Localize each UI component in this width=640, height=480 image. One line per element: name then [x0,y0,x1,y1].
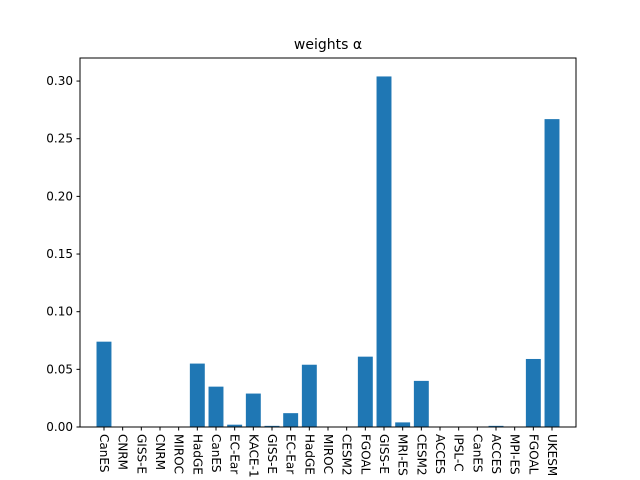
bar-9 [264,425,280,427]
bar-10 [283,413,299,427]
x-tick-label: UKESM [545,434,559,476]
chart-title: weights α [294,37,362,53]
x-axis: CanES CNRM GISS-E CNRM MIROC HadGE CanES EC-Ear… [97,427,559,478]
x-tick-label: ACCES [489,434,503,474]
x-tick-label: HadGE [302,434,316,475]
x-tick-label: GISS-E [265,434,279,474]
bar-16 [395,422,411,427]
y-tick-label: 0.10 [46,305,73,319]
x-tick-label: CanES [209,434,223,473]
x-tick-label: CNRM [153,434,167,470]
x-tick-label: FGOAL [526,434,540,475]
x-tick-label: GISS-E [134,434,148,474]
bar-6 [208,386,224,427]
bar-5 [189,363,205,427]
bar-7 [227,424,243,427]
x-tick-label: CanES [470,434,484,473]
x-tick-label: HadGE [190,434,204,475]
x-tick-label: MIROC [321,434,335,474]
bar-8 [245,393,261,427]
bar-15 [376,76,392,427]
x-tick-label: ACCES [433,434,447,474]
x-tick-label: FGOAL [358,434,372,475]
x-tick-label: EC-Ear [228,434,242,474]
y-axis: 0.00 0.05 0.10 0.15 0.20 0.25 0.30 [46,74,80,434]
y-tick-label: 0.15 [46,247,73,261]
x-tick-label: GISS-E [377,434,391,474]
bar-21 [488,425,504,427]
x-tick-label: KACE-1 [246,434,260,478]
x-tick-label: CESM2 [414,434,428,476]
bar-11 [301,364,317,427]
y-tick-label: 0.20 [46,189,73,203]
y-tick-label: 0.25 [46,132,73,146]
x-tick-label: IPSL-C [452,434,466,472]
y-tick-label: 0.00 [46,420,73,434]
bar-24 [544,119,560,428]
x-tick-label: MIROC [172,434,186,474]
bar-0 [96,341,112,427]
x-tick-label: EC-Ear [284,434,298,474]
x-tick-label: CanES [97,434,111,473]
bars-group [96,76,560,428]
x-tick-label: MPI-ES [508,434,522,475]
x-tick-label: CNRM [116,434,130,470]
bar-23 [525,358,541,427]
bar-17 [413,380,429,428]
y-tick-label: 0.05 [46,362,73,376]
x-tick-label: CESM2 [340,434,354,476]
y-tick-label: 0.30 [46,74,73,88]
x-tick-label: MRI-ES [396,434,410,476]
plot-frame [79,57,577,428]
bar-14 [357,356,373,427]
